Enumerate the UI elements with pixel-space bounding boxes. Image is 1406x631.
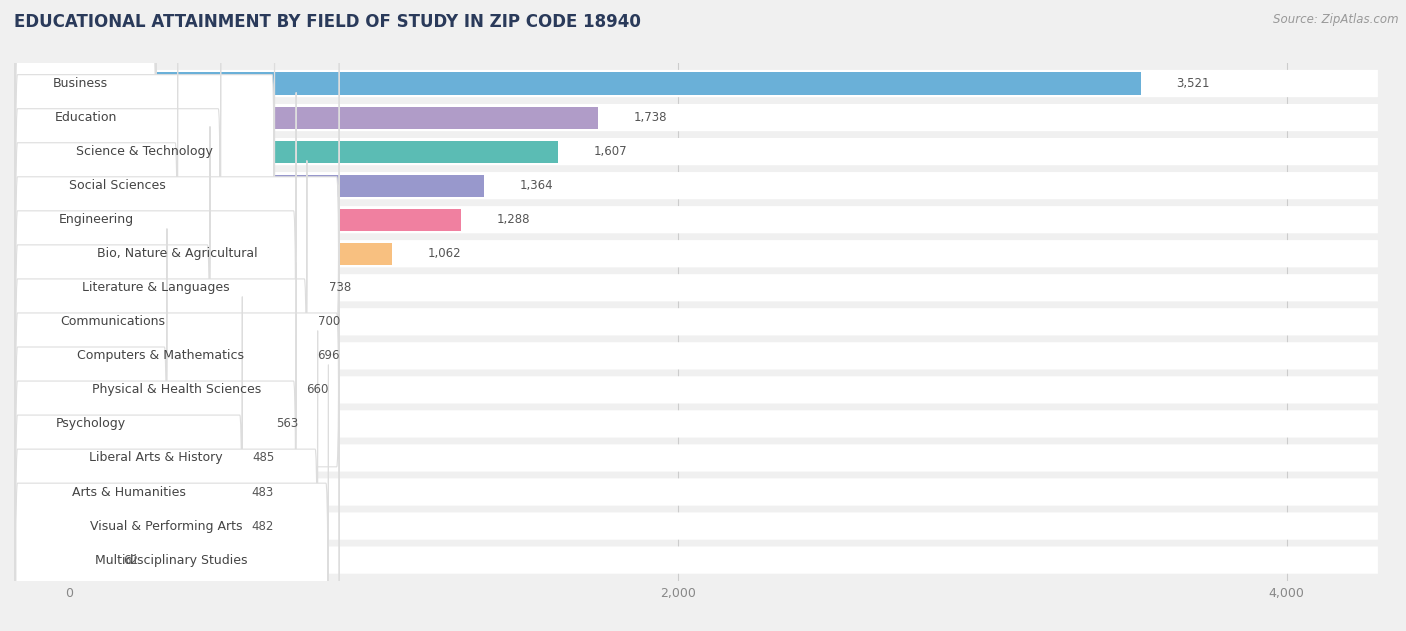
FancyBboxPatch shape [15, 92, 297, 483]
FancyBboxPatch shape [14, 104, 1378, 131]
Text: Science & Technology: Science & Technology [76, 145, 214, 158]
Text: 3,521: 3,521 [1177, 77, 1211, 90]
Text: 1,738: 1,738 [634, 111, 668, 124]
Text: Business: Business [52, 77, 108, 90]
Text: Social Sciences: Social Sciences [69, 179, 166, 192]
FancyBboxPatch shape [14, 70, 1378, 97]
Bar [69, 209, 461, 231]
FancyBboxPatch shape [14, 308, 1378, 336]
FancyBboxPatch shape [14, 546, 1378, 574]
Text: Computers & Mathematics: Computers & Mathematics [77, 350, 245, 362]
FancyBboxPatch shape [14, 512, 1378, 540]
Text: EDUCATIONAL ATTAINMENT BY FIELD OF STUDY IN ZIP CODE 18940: EDUCATIONAL ATTAINMENT BY FIELD OF STUDY… [14, 13, 641, 31]
FancyBboxPatch shape [15, 228, 167, 620]
FancyBboxPatch shape [14, 274, 1378, 302]
Text: 700: 700 [318, 316, 340, 328]
Bar [69, 277, 294, 299]
FancyBboxPatch shape [15, 0, 221, 381]
Text: Visual & Performing Arts: Visual & Performing Arts [90, 519, 243, 533]
Text: Multidisciplinary Studies: Multidisciplinary Studies [96, 553, 247, 567]
Text: Education: Education [55, 111, 117, 124]
Text: Psychology: Psychology [56, 418, 127, 430]
FancyBboxPatch shape [15, 0, 156, 313]
Text: 485: 485 [253, 451, 274, 464]
FancyBboxPatch shape [14, 240, 1378, 268]
Text: Arts & Humanities: Arts & Humanities [72, 485, 186, 498]
Text: 1,364: 1,364 [520, 179, 554, 192]
Bar [69, 107, 598, 129]
Text: 1,288: 1,288 [496, 213, 530, 226]
FancyBboxPatch shape [14, 376, 1378, 403]
Text: 563: 563 [276, 418, 298, 430]
FancyBboxPatch shape [14, 444, 1378, 471]
Text: 483: 483 [252, 485, 274, 498]
Bar [69, 379, 270, 401]
FancyBboxPatch shape [15, 0, 274, 347]
FancyBboxPatch shape [15, 58, 339, 449]
Text: Liberal Arts & History: Liberal Arts & History [89, 451, 222, 464]
Bar [69, 481, 217, 503]
Text: 738: 738 [329, 281, 352, 294]
FancyBboxPatch shape [14, 410, 1378, 437]
Text: Source: ZipAtlas.com: Source: ZipAtlas.com [1274, 13, 1399, 26]
Text: 696: 696 [316, 350, 339, 362]
Text: Communications: Communications [60, 316, 165, 328]
FancyBboxPatch shape [15, 262, 297, 631]
FancyBboxPatch shape [15, 126, 209, 517]
Bar [69, 175, 484, 197]
FancyBboxPatch shape [14, 138, 1378, 165]
Text: 482: 482 [252, 519, 274, 533]
Bar [69, 310, 283, 333]
Bar [69, 447, 217, 469]
Bar [69, 549, 87, 571]
FancyBboxPatch shape [15, 24, 177, 415]
Bar [69, 515, 215, 537]
FancyBboxPatch shape [15, 160, 307, 551]
Text: 62: 62 [124, 553, 139, 567]
Text: Bio, Nature & Agricultural: Bio, Nature & Agricultural [97, 247, 257, 260]
FancyBboxPatch shape [15, 365, 329, 631]
FancyBboxPatch shape [14, 342, 1378, 370]
FancyBboxPatch shape [15, 194, 339, 586]
FancyBboxPatch shape [15, 297, 242, 631]
FancyBboxPatch shape [14, 478, 1378, 505]
Text: 1,607: 1,607 [593, 145, 627, 158]
Bar [69, 243, 392, 265]
Text: 1,062: 1,062 [427, 247, 461, 260]
FancyBboxPatch shape [14, 172, 1378, 199]
Text: Literature & Languages: Literature & Languages [82, 281, 229, 294]
FancyBboxPatch shape [15, 0, 145, 279]
Text: Physical & Health Sciences: Physical & Health Sciences [93, 384, 262, 396]
FancyBboxPatch shape [15, 331, 318, 631]
Text: Engineering: Engineering [59, 213, 134, 226]
Bar [69, 345, 281, 367]
FancyBboxPatch shape [14, 206, 1378, 233]
Bar [69, 73, 1140, 95]
Text: 660: 660 [305, 384, 328, 396]
Bar [69, 141, 558, 163]
Bar [69, 413, 240, 435]
